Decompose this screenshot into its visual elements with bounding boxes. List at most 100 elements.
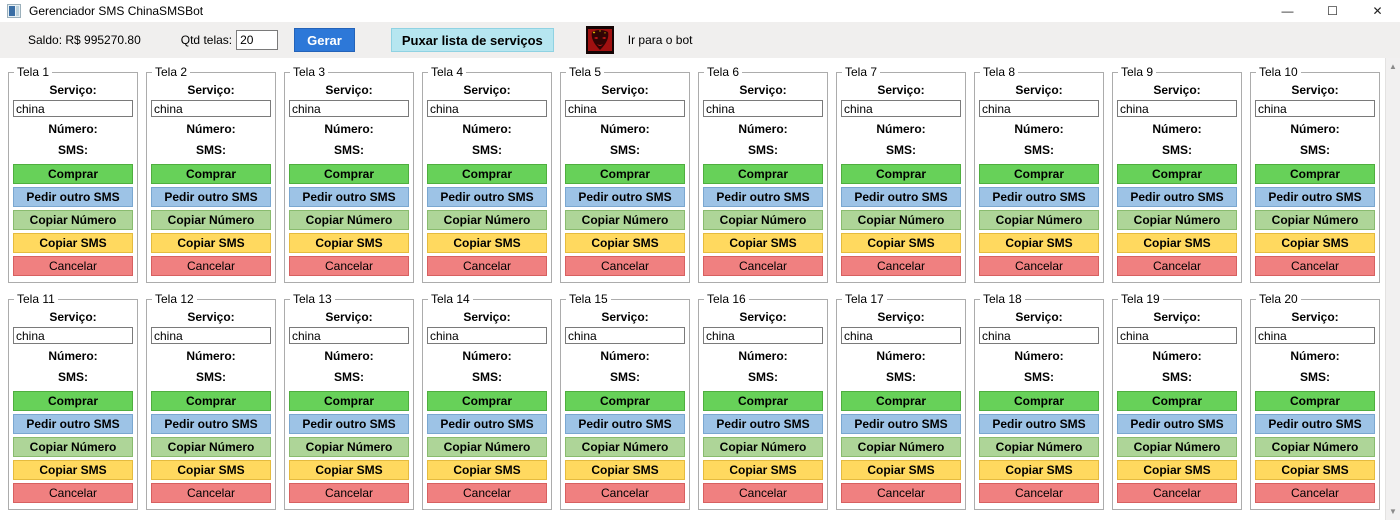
pedir-outro-sms-button[interactable]: Pedir outro SMS xyxy=(1117,187,1237,207)
comprar-button[interactable]: Comprar xyxy=(703,391,823,411)
pedir-outro-sms-button[interactable]: Pedir outro SMS xyxy=(565,414,685,434)
comprar-button[interactable]: Comprar xyxy=(979,391,1099,411)
copiar-numero-button[interactable]: Copiar Número xyxy=(1255,437,1375,457)
qtd-telas-input[interactable] xyxy=(236,30,279,50)
copiar-numero-button[interactable]: Copiar Número xyxy=(703,437,823,457)
close-button[interactable]: ✕ xyxy=(1372,4,1383,18)
copiar-numero-button[interactable]: Copiar Número xyxy=(841,437,961,457)
cancelar-button[interactable]: Cancelar xyxy=(13,483,133,503)
copiar-numero-button[interactable]: Copiar Número xyxy=(151,437,271,457)
pedir-outro-sms-button[interactable]: Pedir outro SMS xyxy=(841,414,961,434)
cancelar-button[interactable]: Cancelar xyxy=(565,256,685,276)
comprar-button[interactable]: Comprar xyxy=(427,391,547,411)
copiar-numero-button[interactable]: Copiar Número xyxy=(13,210,133,230)
scroll-down-icon[interactable]: ▼ xyxy=(1389,507,1397,516)
copiar-sms-button[interactable]: Copiar SMS xyxy=(289,233,409,253)
copiar-numero-button[interactable]: Copiar Número xyxy=(565,210,685,230)
servico-input[interactable] xyxy=(427,327,547,344)
copiar-numero-button[interactable]: Copiar Número xyxy=(13,437,133,457)
pedir-outro-sms-button[interactable]: Pedir outro SMS xyxy=(979,414,1099,434)
bot-icon[interactable] xyxy=(585,26,614,54)
copiar-sms-button[interactable]: Copiar SMS xyxy=(979,460,1099,480)
pedir-outro-sms-button[interactable]: Pedir outro SMS xyxy=(13,187,133,207)
comprar-button[interactable]: Comprar xyxy=(1117,164,1237,184)
servico-input[interactable] xyxy=(13,327,133,344)
servico-input[interactable] xyxy=(979,100,1099,117)
copiar-numero-button[interactable]: Copiar Número xyxy=(703,210,823,230)
comprar-button[interactable]: Comprar xyxy=(13,391,133,411)
servico-input[interactable] xyxy=(1117,327,1237,344)
copiar-sms-button[interactable]: Copiar SMS xyxy=(13,460,133,480)
copiar-numero-button[interactable]: Copiar Número xyxy=(979,210,1099,230)
pedir-outro-sms-button[interactable]: Pedir outro SMS xyxy=(151,414,271,434)
cancelar-button[interactable]: Cancelar xyxy=(151,256,271,276)
servico-input[interactable] xyxy=(703,327,823,344)
copiar-numero-button[interactable]: Copiar Número xyxy=(1117,437,1237,457)
copiar-sms-button[interactable]: Copiar SMS xyxy=(427,460,547,480)
puxar-lista-button[interactable]: Puxar lista de serviços xyxy=(390,28,554,52)
pedir-outro-sms-button[interactable]: Pedir outro SMS xyxy=(703,187,823,207)
servico-input[interactable] xyxy=(1117,100,1237,117)
comprar-button[interactable]: Comprar xyxy=(289,164,409,184)
cancelar-button[interactable]: Cancelar xyxy=(841,483,961,503)
cancelar-button[interactable]: Cancelar xyxy=(427,256,547,276)
pedir-outro-sms-button[interactable]: Pedir outro SMS xyxy=(565,187,685,207)
pedir-outro-sms-button[interactable]: Pedir outro SMS xyxy=(841,187,961,207)
copiar-sms-button[interactable]: Copiar SMS xyxy=(841,233,961,253)
copiar-sms-button[interactable]: Copiar SMS xyxy=(151,233,271,253)
copiar-sms-button[interactable]: Copiar SMS xyxy=(1255,460,1375,480)
servico-input[interactable] xyxy=(151,327,271,344)
copiar-numero-button[interactable]: Copiar Número xyxy=(151,210,271,230)
comprar-button[interactable]: Comprar xyxy=(151,164,271,184)
vertical-scrollbar[interactable]: ▲ ▼ xyxy=(1385,58,1400,520)
copiar-sms-button[interactable]: Copiar SMS xyxy=(427,233,547,253)
comprar-button[interactable]: Comprar xyxy=(841,164,961,184)
pedir-outro-sms-button[interactable]: Pedir outro SMS xyxy=(151,187,271,207)
comprar-button[interactable]: Comprar xyxy=(979,164,1099,184)
pedir-outro-sms-button[interactable]: Pedir outro SMS xyxy=(13,414,133,434)
pedir-outro-sms-button[interactable]: Pedir outro SMS xyxy=(1255,414,1375,434)
comprar-button[interactable]: Comprar xyxy=(1255,391,1375,411)
pedir-outro-sms-button[interactable]: Pedir outro SMS xyxy=(427,414,547,434)
servico-input[interactable] xyxy=(151,100,271,117)
copiar-numero-button[interactable]: Copiar Número xyxy=(1117,210,1237,230)
copiar-sms-button[interactable]: Copiar SMS xyxy=(703,460,823,480)
comprar-button[interactable]: Comprar xyxy=(1255,164,1375,184)
comprar-button[interactable]: Comprar xyxy=(289,391,409,411)
servico-input[interactable] xyxy=(703,100,823,117)
servico-input[interactable] xyxy=(841,327,961,344)
copiar-numero-button[interactable]: Copiar Número xyxy=(289,437,409,457)
cancelar-button[interactable]: Cancelar xyxy=(427,483,547,503)
copiar-sms-button[interactable]: Copiar SMS xyxy=(565,460,685,480)
cancelar-button[interactable]: Cancelar xyxy=(289,483,409,503)
comprar-button[interactable]: Comprar xyxy=(151,391,271,411)
copiar-sms-button[interactable]: Copiar SMS xyxy=(841,460,961,480)
comprar-button[interactable]: Comprar xyxy=(841,391,961,411)
pedir-outro-sms-button[interactable]: Pedir outro SMS xyxy=(703,414,823,434)
copiar-numero-button[interactable]: Copiar Número xyxy=(427,437,547,457)
copiar-numero-button[interactable]: Copiar Número xyxy=(565,437,685,457)
ir-para-bot-label[interactable]: Ir para o bot xyxy=(627,33,693,47)
pedir-outro-sms-button[interactable]: Pedir outro SMS xyxy=(1255,187,1375,207)
gerar-button[interactable]: Gerar xyxy=(294,28,355,52)
copiar-numero-button[interactable]: Copiar Número xyxy=(841,210,961,230)
cancelar-button[interactable]: Cancelar xyxy=(13,256,133,276)
comprar-button[interactable]: Comprar xyxy=(565,164,685,184)
servico-input[interactable] xyxy=(1255,100,1375,117)
copiar-numero-button[interactable]: Copiar Número xyxy=(979,437,1099,457)
pedir-outro-sms-button[interactable]: Pedir outro SMS xyxy=(289,187,409,207)
cancelar-button[interactable]: Cancelar xyxy=(703,483,823,503)
cancelar-button[interactable]: Cancelar xyxy=(1117,256,1237,276)
comprar-button[interactable]: Comprar xyxy=(427,164,547,184)
copiar-sms-button[interactable]: Copiar SMS xyxy=(13,233,133,253)
cancelar-button[interactable]: Cancelar xyxy=(1255,483,1375,503)
scroll-up-icon[interactable]: ▲ xyxy=(1389,62,1397,71)
copiar-sms-button[interactable]: Copiar SMS xyxy=(289,460,409,480)
servico-input[interactable] xyxy=(565,327,685,344)
copiar-sms-button[interactable]: Copiar SMS xyxy=(1117,233,1237,253)
cancelar-button[interactable]: Cancelar xyxy=(841,256,961,276)
maximize-button[interactable]: ☐ xyxy=(1327,4,1338,18)
comprar-button[interactable]: Comprar xyxy=(1117,391,1237,411)
cancelar-button[interactable]: Cancelar xyxy=(979,256,1099,276)
copiar-sms-button[interactable]: Copiar SMS xyxy=(1117,460,1237,480)
